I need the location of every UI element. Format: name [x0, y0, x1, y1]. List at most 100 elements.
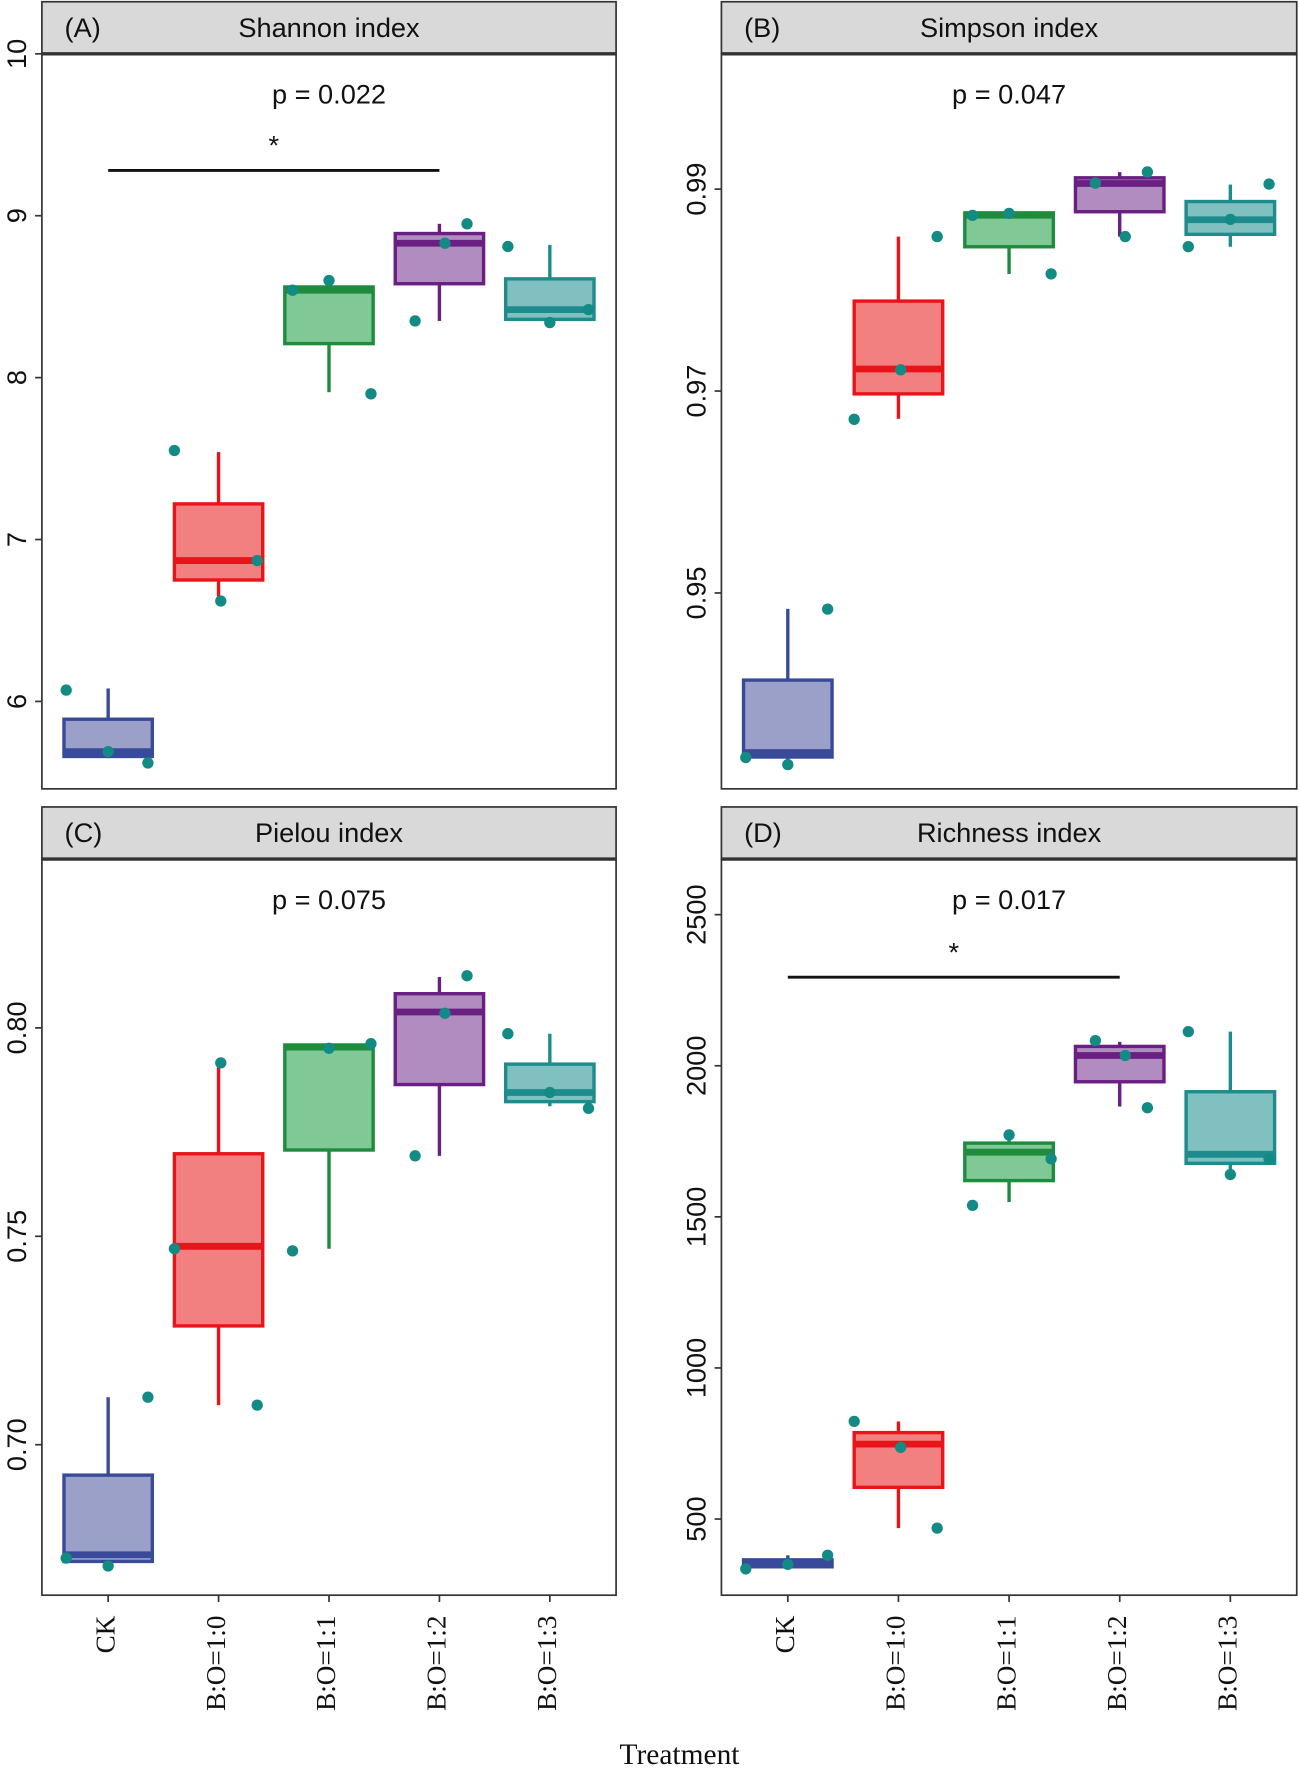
data-point [502, 1028, 514, 1040]
box [503, 277, 596, 322]
box [62, 1473, 155, 1564]
panel-strip [720, 806, 1298, 860]
panel-strip [41, 0, 617, 55]
y-tick-label: 500 [681, 1496, 712, 1541]
p-value: p = 0.022 [272, 79, 386, 110]
box [172, 502, 265, 582]
data-point [1045, 1153, 1057, 1165]
data-point [409, 315, 421, 327]
data-point [461, 218, 473, 230]
panel-title: Pielou index [255, 817, 403, 848]
x-tick-label: B:O=1:1 [991, 1616, 1021, 1711]
data-point [782, 1558, 794, 1571]
y-tick-label: 1000 [681, 1338, 712, 1398]
data-point [740, 1563, 752, 1575]
data-point [1089, 177, 1102, 189]
x-tick-label: B:O=1:0 [201, 1616, 231, 1711]
data-point [740, 751, 752, 764]
data-point [102, 1560, 114, 1572]
panel-title: Shannon index [238, 12, 420, 43]
y-tick-label: 1500 [681, 1187, 712, 1247]
panel-title: Simpson index [920, 12, 1099, 43]
data-point [251, 1399, 263, 1411]
data-point [60, 1552, 72, 1564]
data-point [966, 209, 979, 222]
data-point [544, 316, 556, 329]
y-tick-label: 6 [1, 694, 32, 709]
data-point [1119, 1049, 1131, 1062]
data-point [931, 1522, 943, 1534]
data-point [1141, 166, 1154, 178]
data-point [1003, 1129, 1015, 1141]
data-point [439, 237, 451, 249]
data-point [168, 1243, 181, 1255]
data-point [1224, 1168, 1237, 1181]
y-tick-label: 0.97 [681, 365, 712, 418]
x-tick-label: B:O=1:2 [1102, 1616, 1132, 1711]
data-point [323, 1042, 335, 1054]
data-point [1182, 1025, 1194, 1038]
p-value: p = 0.075 [272, 884, 386, 915]
data-point [848, 1415, 860, 1428]
y-tick-label: 2500 [681, 884, 712, 944]
data-point [848, 413, 860, 425]
data-point [215, 595, 227, 607]
x-axis-label: Treatment [620, 1739, 740, 1771]
y-tick-label: 8 [1, 370, 32, 385]
x-tick-label: CK [90, 1615, 120, 1653]
data-point [168, 444, 181, 457]
data-point [60, 684, 72, 696]
box [852, 299, 945, 396]
y-tick-label: 0.95 [681, 567, 712, 620]
p-value: p = 0.047 [952, 79, 1066, 110]
data-point [544, 1086, 556, 1099]
data-point [1141, 1102, 1154, 1114]
data-point [1089, 1035, 1102, 1047]
box [283, 1043, 375, 1152]
data-point [142, 1391, 154, 1403]
data-point [1119, 230, 1131, 243]
x-tick-label: B:O=1:3 [1213, 1616, 1243, 1711]
y-tick-label: 0.80 [1, 1001, 32, 1054]
data-point [439, 1007, 451, 1019]
data-point [1045, 268, 1057, 280]
data-point [821, 603, 834, 615]
data-point [1263, 178, 1275, 190]
y-tick-label: 9 [1, 208, 32, 223]
data-point [1263, 1153, 1275, 1165]
panel-label: (B) [744, 12, 780, 43]
data-point [215, 1057, 227, 1069]
significance-star: * [948, 936, 959, 967]
data-point [1224, 213, 1237, 226]
data-point [365, 1038, 377, 1050]
box [172, 1152, 265, 1328]
x-tick-label: B:O=1:2 [422, 1616, 452, 1711]
data-point [365, 388, 377, 400]
y-tick-label: 0.75 [1, 1210, 32, 1263]
y-tick-label: 2000 [681, 1036, 712, 1096]
data-point [142, 757, 154, 769]
data-point [286, 1245, 299, 1257]
panel-label: (D) [744, 817, 782, 848]
box [1073, 1044, 1166, 1084]
data-point [966, 1199, 979, 1212]
box [741, 678, 834, 759]
data-point [461, 970, 473, 982]
x-tick-label: B:O=1:3 [532, 1616, 562, 1711]
y-tick-label: 10 [1, 39, 32, 69]
p-value: p = 0.017 [952, 884, 1066, 915]
data-point [323, 274, 335, 287]
data-point [821, 1549, 834, 1561]
data-point [251, 554, 263, 567]
data-point [102, 745, 114, 758]
x-tick-label: CK [770, 1615, 800, 1653]
x-tick-label: B:O=1:1 [311, 1616, 341, 1711]
y-tick-label: 0.70 [1, 1418, 32, 1471]
data-point [286, 284, 299, 296]
significance-star: * [268, 130, 279, 161]
data-point [1182, 241, 1194, 253]
panel-label: (A) [65, 12, 101, 43]
box [393, 991, 486, 1087]
data-point [782, 758, 794, 771]
box [963, 1141, 1056, 1183]
